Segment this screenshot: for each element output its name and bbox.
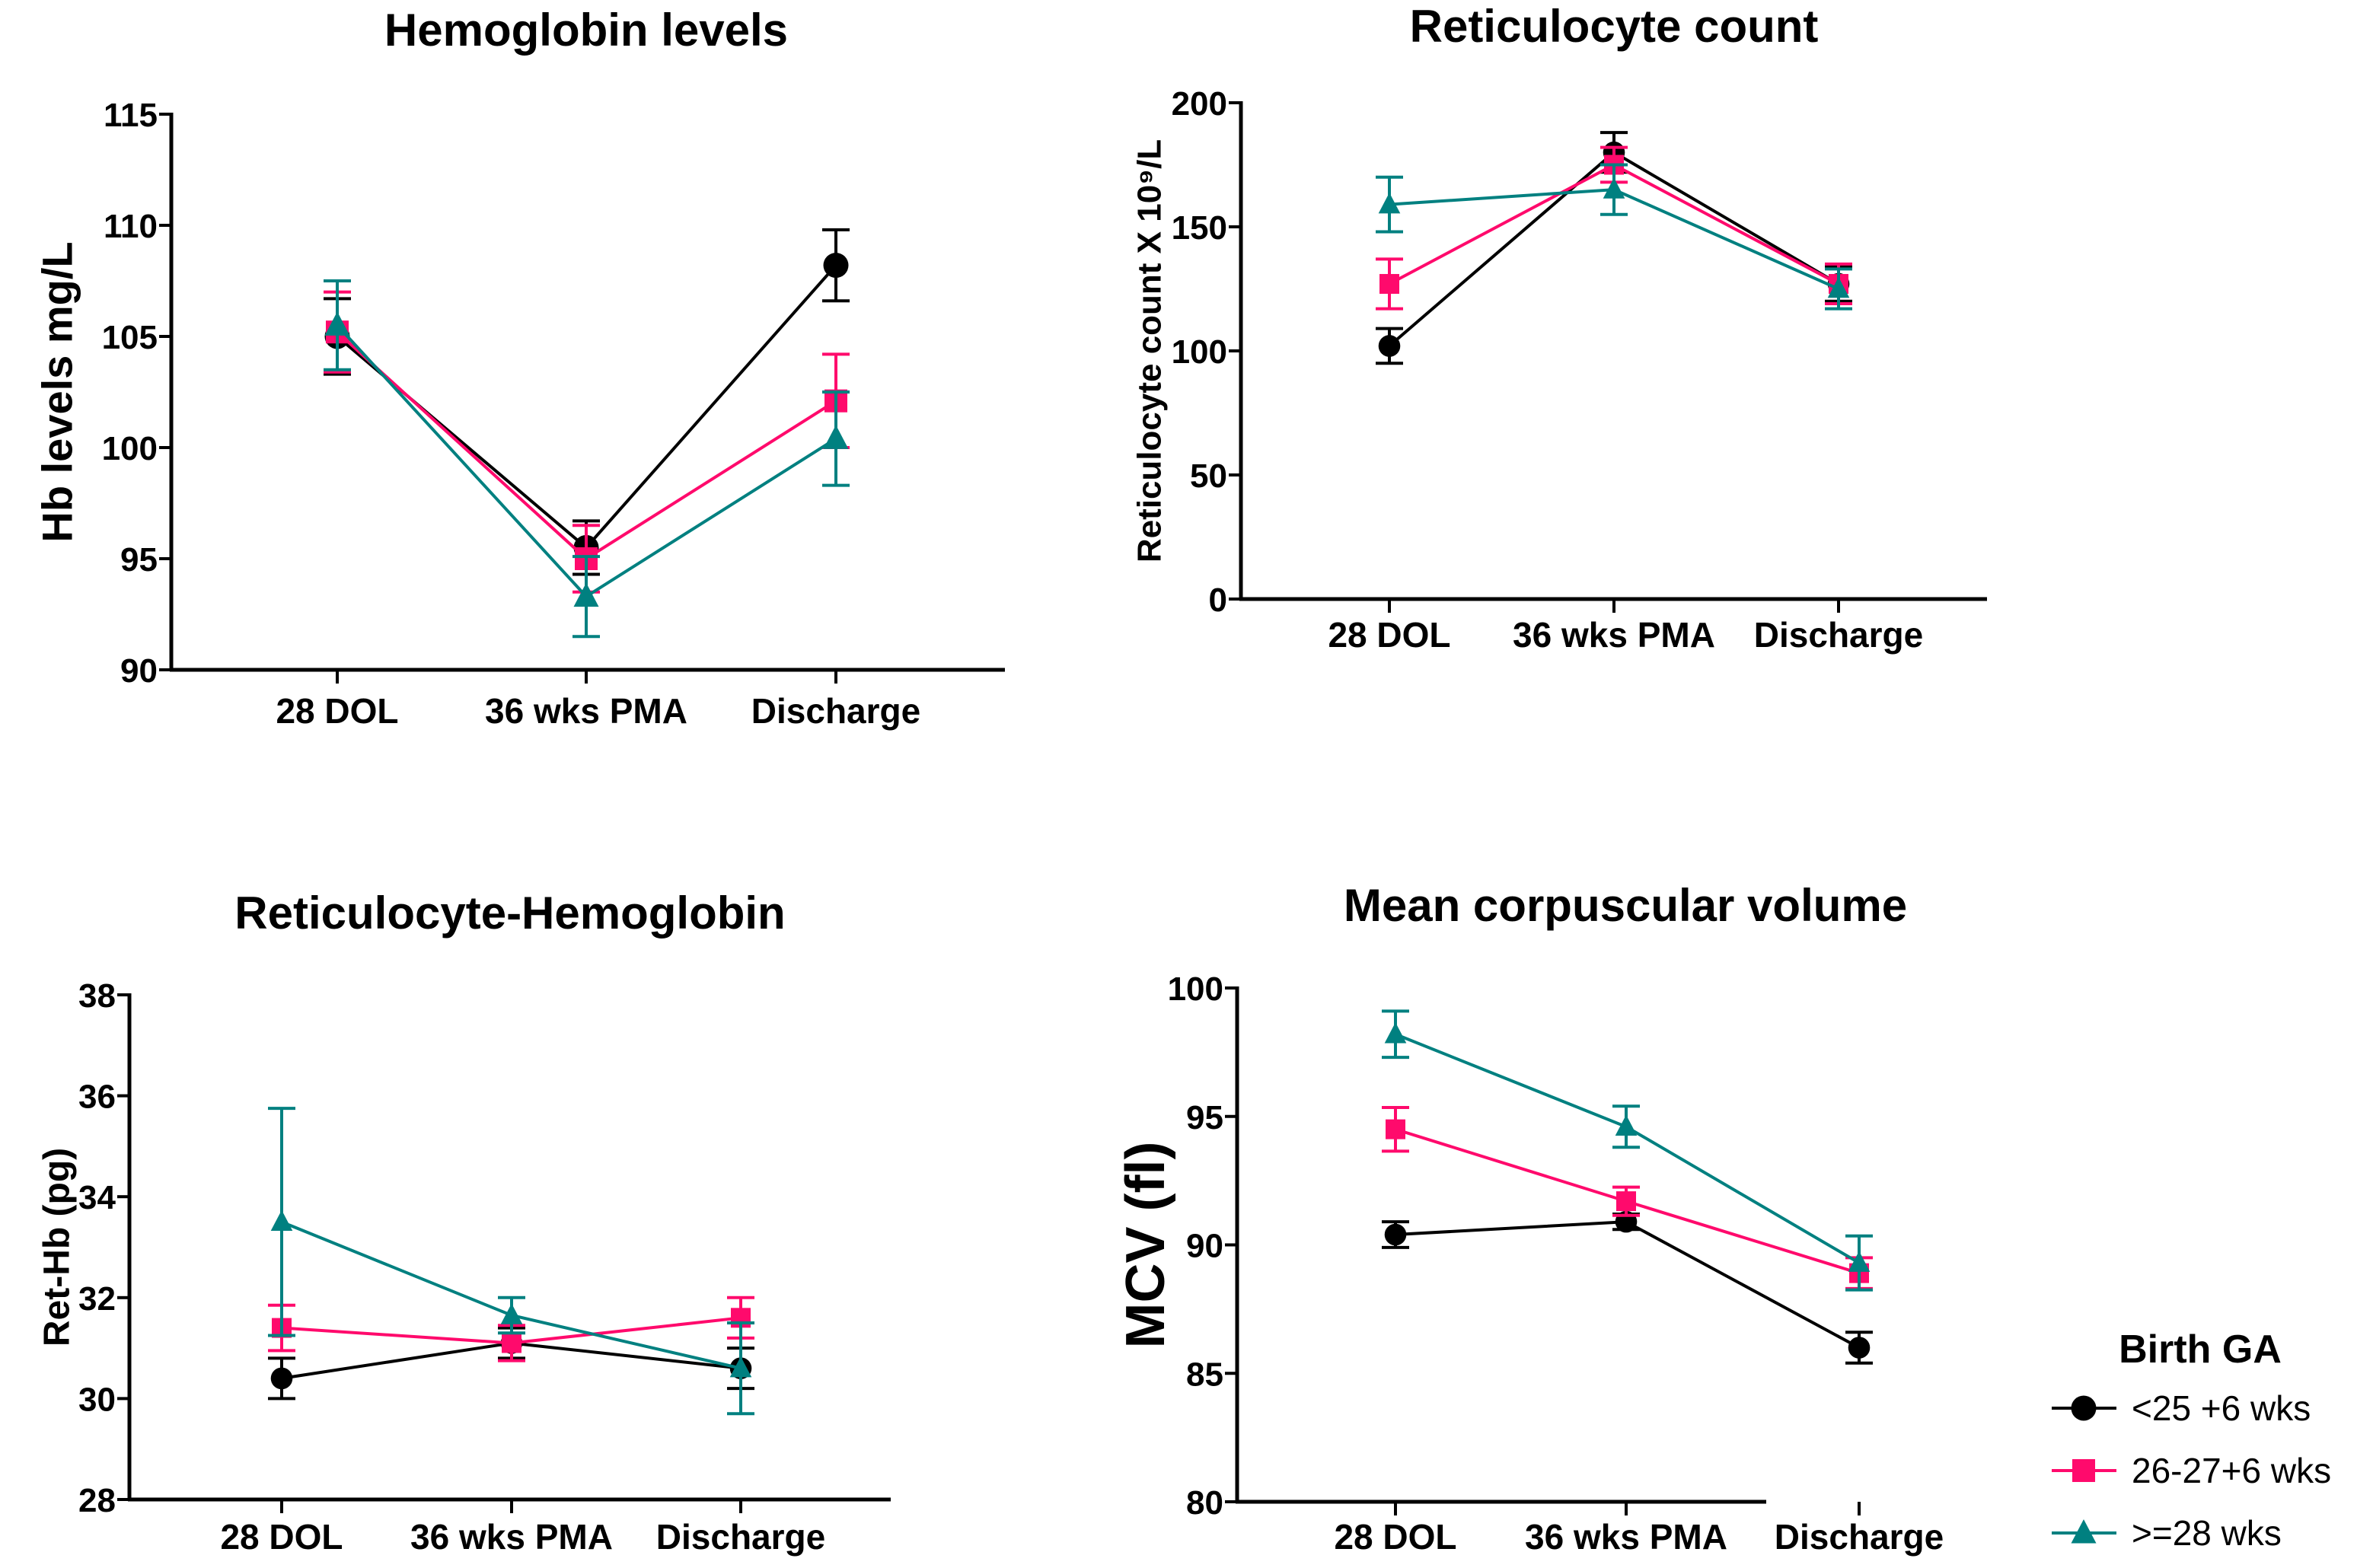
x-tick-label: 36 wks PMA	[1513, 615, 1715, 655]
data-point	[1848, 1251, 1871, 1272]
legend-label: >=28 wks	[2132, 1513, 2282, 1553]
legend: Birth GA <25 +6 wks 26-27+6 wks >=28 wks	[2052, 1327, 2331, 1553]
data-point	[1378, 335, 1401, 357]
data-point	[1848, 1337, 1871, 1359]
data-point	[1378, 193, 1401, 214]
legend-title: Birth GA	[2119, 1327, 2282, 1372]
x-tick-label: 36 wks PMA	[485, 691, 687, 731]
y-tick-label: 150	[1172, 209, 1227, 247]
x-tick-label: Discharge	[1775, 1517, 1944, 1557]
y-tick-label: 105	[102, 319, 158, 356]
data-point	[1615, 1114, 1638, 1136]
x-tick-label: 28 DOL	[276, 691, 398, 731]
y-tick-label: 95	[1186, 1099, 1223, 1136]
y-axis-label: Hb levels mg/L	[33, 241, 81, 542]
y-tick-label: 100	[1172, 333, 1227, 371]
y-tick-label: 90	[1186, 1228, 1223, 1265]
data-point	[1386, 1119, 1405, 1139]
data-point	[270, 1367, 293, 1390]
series-triangle	[268, 1107, 754, 1416]
y-tick-label: 90	[120, 652, 158, 690]
legend-label: <25 +6 wks	[2132, 1388, 2311, 1428]
data-point	[1384, 1022, 1407, 1044]
y-tick-label: 28	[78, 1482, 116, 1519]
y-axis-label: Reticulocyte count X 10⁹/L	[1131, 139, 1169, 563]
chart-title: Reticulocyte count	[1410, 1, 1819, 52]
series-circle	[1382, 1210, 1873, 1365]
y-tick-label: 80	[1186, 1484, 1223, 1522]
y-tick-label: 38	[78, 977, 116, 1015]
y-tick-label: 34	[78, 1179, 116, 1216]
data-point	[823, 253, 849, 279]
y-tick-label: 50	[1190, 457, 1227, 495]
data-point	[324, 311, 350, 336]
data-point	[1603, 177, 1625, 199]
x-tick-label: 36 wks PMA	[410, 1517, 613, 1557]
y-tick-label: 100	[1168, 970, 1223, 1008]
chart-title: Mean corpuscular volume	[1344, 880, 1907, 931]
data-point	[502, 1333, 521, 1353]
x-tick-label: 28 DOL	[1334, 1517, 1456, 1557]
y-tick-label: 85	[1186, 1356, 1223, 1393]
chart-panel-1: Hemoglobin levels Hb levels mg/L 90 95 100 10…	[33, 5, 1005, 731]
data-point	[573, 582, 599, 607]
data-point	[1616, 1191, 1636, 1212]
legend-marker-circle	[2071, 1395, 2097, 1421]
x-tick-label: Discharge	[1754, 615, 1923, 655]
series-circle	[324, 228, 850, 576]
data-point	[1827, 276, 1850, 298]
y-axis-label: MCV (fl)	[1115, 1142, 1176, 1349]
data-point	[823, 425, 849, 449]
y-tick-label: 95	[120, 541, 158, 578]
x-tick-label: 36 wks PMA	[1525, 1517, 1727, 1557]
data-point	[500, 1303, 523, 1324]
y-tick-label: 32	[78, 1280, 116, 1318]
chart-panel-2: Reticulocyte count Reticulocyte count X 1…	[1131, 1, 1987, 655]
y-axis-label: Ret-Hb (pg)	[37, 1148, 78, 1347]
legend-marker-triangle	[2071, 1519, 2097, 1544]
series-triangle	[1376, 163, 1852, 311]
chart-panel-4: Mean corpuscular volume MCV (fl) 80 85 90 95 1…	[1115, 880, 1944, 1557]
y-tick-label: 100	[102, 430, 158, 467]
legend-label: 26-27+6 wks	[2132, 1451, 2331, 1490]
series-triangle	[324, 279, 850, 639]
legend-marker-square	[2072, 1459, 2095, 1482]
x-tick-label: Discharge	[656, 1517, 825, 1557]
chart-panel-3: Reticulocyte-Hemoglobin Ret-Hb (pg) 28 30 32…	[37, 888, 891, 1557]
x-tick-label: 28 DOL	[1328, 615, 1450, 655]
chart-title: Hemoglobin levels	[384, 5, 788, 56]
x-tick-label: Discharge	[751, 691, 920, 731]
y-tick-label: 30	[78, 1381, 116, 1418]
data-point	[729, 1356, 752, 1378]
series-triangle	[1382, 1009, 1873, 1292]
y-tick-label: 200	[1172, 85, 1227, 123]
y-tick-label: 36	[78, 1079, 116, 1116]
data-point	[1384, 1223, 1407, 1246]
x-tick-label: 28 DOL	[220, 1517, 343, 1557]
y-tick-label: 0	[1209, 582, 1227, 619]
data-point	[270, 1209, 293, 1232]
data-point	[1379, 273, 1399, 294]
chart-title: Reticulocyte-Hemoglobin	[234, 888, 785, 939]
y-tick-label: 110	[104, 208, 158, 245]
y-tick-label: 115	[104, 97, 158, 134]
series-line	[1395, 1220, 1860, 1350]
